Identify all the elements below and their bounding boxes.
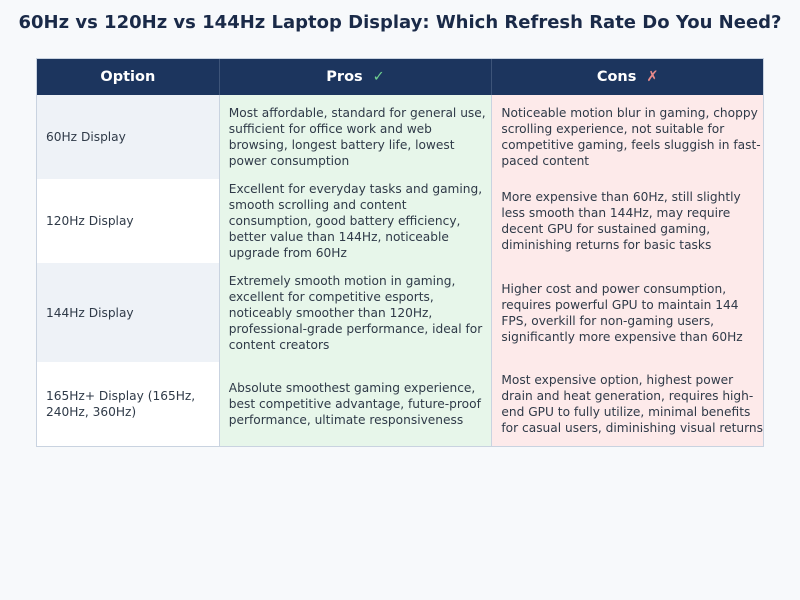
cons-cell: More expensive than 60Hz, still slightly… bbox=[491, 179, 764, 263]
option-label: 120Hz Display bbox=[46, 214, 134, 228]
cons-cell: Noticeable motion blur in gaming, choppy… bbox=[491, 95, 764, 179]
cons-text: More expensive than 60Hz, still slightly… bbox=[501, 190, 741, 252]
header-cons-label: Cons bbox=[596, 69, 637, 85]
pros-cell: Most affordable, standard for general us… bbox=[218, 95, 492, 179]
pros-cell: Excellent for everyday tasks and gaming,… bbox=[218, 179, 492, 263]
check-icon: ✓ bbox=[372, 69, 385, 85]
table-row: 120Hz Display Excellent for everyday tas… bbox=[37, 179, 764, 263]
header-option-label: Option bbox=[100, 69, 156, 85]
table-row: 144Hz Display Extremely smooth motion in… bbox=[37, 263, 764, 362]
option-cell: 120Hz Display bbox=[37, 179, 219, 263]
cons-cell: Higher cost and power consumption, requi… bbox=[491, 263, 764, 362]
cons-text: Higher cost and power consumption, requi… bbox=[501, 281, 743, 344]
pros-cell: Absolute smoothest gaming experience, be… bbox=[218, 362, 492, 446]
pros-text: Extremely smooth motion in gaming, excel… bbox=[228, 273, 483, 352]
pros-text: Absolute smoothest gaming experience, be… bbox=[228, 381, 481, 427]
header-option: Option bbox=[37, 59, 219, 95]
header-pros-label: Pros bbox=[326, 69, 363, 85]
table-row: 165Hz+ Display (165Hz, 240Hz, 360Hz) Abs… bbox=[37, 362, 764, 446]
option-cell: 60Hz Display bbox=[37, 95, 219, 179]
table-row: 60Hz Display Most affordable, standard f… bbox=[37, 95, 764, 179]
option-label: 144Hz Display bbox=[46, 305, 134, 320]
header-cons: Cons ✗ bbox=[491, 59, 763, 95]
option-label: 60Hz Display bbox=[46, 130, 126, 144]
cross-icon: ✗ bbox=[646, 69, 659, 85]
comparison-table: Option Pros ✓ Cons ✗ 60Hz Display Most a… bbox=[36, 58, 764, 447]
pros-cell: Extremely smooth motion in gaming, excel… bbox=[218, 263, 492, 362]
pros-text: Excellent for everyday tasks and gaming,… bbox=[228, 182, 483, 260]
option-cell: 144Hz Display bbox=[37, 263, 219, 362]
table-header-row: Option Pros ✓ Cons ✗ bbox=[37, 59, 763, 95]
option-cell: 165Hz+ Display (165Hz, 240Hz, 360Hz) bbox=[37, 362, 219, 446]
cons-text: Noticeable motion blur in gaming, choppy… bbox=[501, 106, 761, 168]
pros-text: Most affordable, standard for general us… bbox=[228, 106, 486, 168]
page-title: 60Hz vs 120Hz vs 144Hz Laptop Display: W… bbox=[18, 12, 782, 33]
cons-cell: Most expensive option, highest power dra… bbox=[491, 362, 764, 446]
header-pros: Pros ✓ bbox=[218, 59, 492, 95]
option-label: 165Hz+ Display (165Hz, 240Hz, 360Hz) bbox=[46, 389, 196, 419]
cons-text: Most expensive option, highest power dra… bbox=[501, 373, 763, 435]
